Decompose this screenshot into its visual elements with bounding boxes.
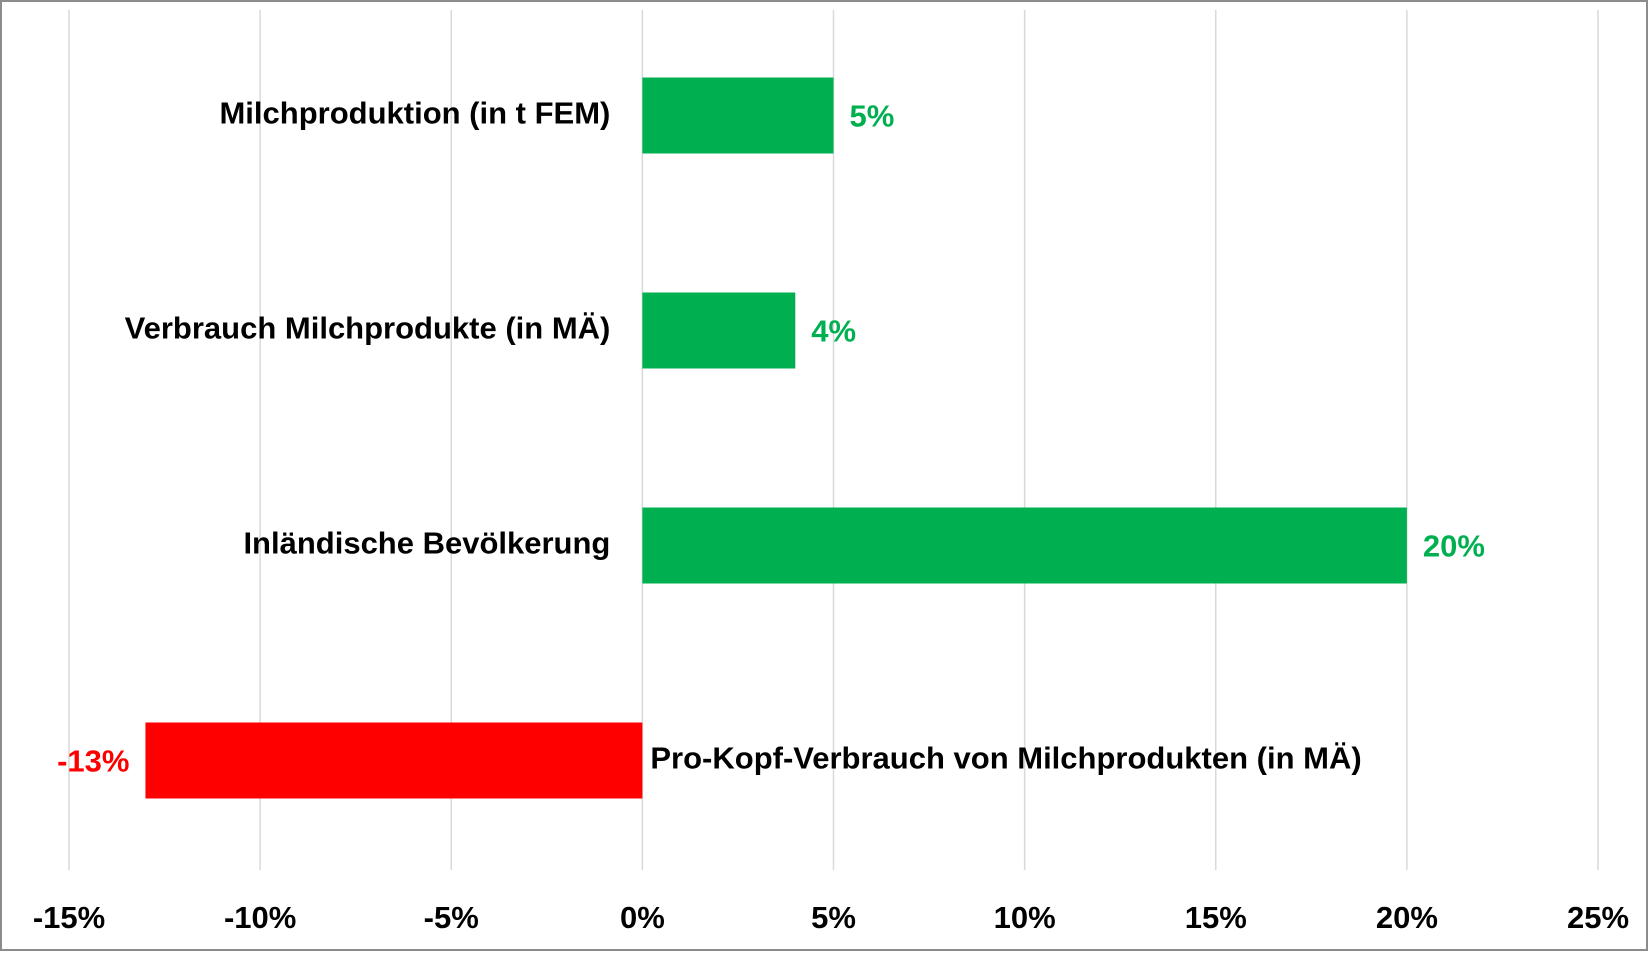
category-label: Pro-Kopf-Verbrauch von Milchprodukten (i… [650, 741, 1361, 776]
x-tick-label: 25% [1567, 900, 1629, 935]
category-label: Verbrauch Milchprodukte (in MÄ) [125, 311, 611, 346]
x-tick-label: 15% [1185, 900, 1247, 935]
bar [642, 507, 1407, 584]
x-tick-label: 0% [620, 900, 665, 935]
bar [145, 722, 643, 799]
bar [642, 77, 834, 154]
value-label: 5% [850, 99, 895, 134]
x-tick-label: 10% [994, 900, 1056, 935]
value-label: 20% [1423, 529, 1485, 564]
category-label: Inländische Bevölkerung [243, 526, 610, 561]
x-tick-label: -5% [424, 900, 479, 935]
bar [642, 292, 796, 369]
value-label: 4% [811, 314, 856, 349]
value-label: -13% [57, 744, 129, 779]
x-tick-label: 5% [811, 900, 856, 935]
x-tick-label: -15% [33, 900, 105, 935]
x-tick-label: -10% [224, 900, 296, 935]
category-label: Milchproduktion (in t FEM) [219, 96, 610, 131]
x-tick-label: 20% [1376, 900, 1438, 935]
